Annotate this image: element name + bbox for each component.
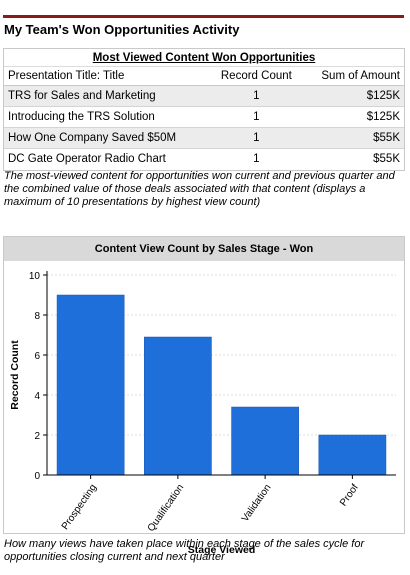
cell-title: DC Gate Operator Radio Chart xyxy=(4,148,211,170)
y-tick-label: 6 xyxy=(34,351,40,362)
report-caption: The most-viewed content for opportunitie… xyxy=(4,170,395,208)
chart-caption: How many views have taken place within e… xyxy=(4,538,365,563)
chart-bars xyxy=(56,294,387,476)
table-row: How One Company Saved $50M 1 $55K xyxy=(4,127,404,149)
title-rule xyxy=(3,15,404,18)
bar-prospecting xyxy=(56,294,125,476)
cell-record-count: 1 xyxy=(210,85,303,107)
chart-panel: Content View Count by Sales Stage - Won … xyxy=(3,236,405,556)
chart-title: Content View Count by Sales Stage - Won xyxy=(4,237,404,261)
page-title: My Team's Won Opportunities Activity xyxy=(4,22,240,37)
cell-amount: $125K xyxy=(302,106,404,128)
cell-record-count: 1 xyxy=(210,106,303,128)
cell-record-count: 1 xyxy=(210,127,303,149)
bar-validation xyxy=(231,406,299,476)
report-table: Presentation Title: Title Record Count S… xyxy=(4,66,404,170)
y-tick-label: 10 xyxy=(29,271,41,282)
x-tick-label: Prospecting xyxy=(60,482,99,532)
cell-amount: $55K xyxy=(302,127,404,149)
y-tick-label: 8 xyxy=(34,311,40,322)
cell-amount: $55K xyxy=(302,148,404,170)
column-header-record-count: Record Count xyxy=(210,66,303,86)
y-tick-label: 0 xyxy=(34,471,40,482)
report-header[interactable]: Most Viewed Content Won Opportunities xyxy=(92,52,316,64)
table-row: TRS for Sales and Marketing 1 $125K xyxy=(4,85,404,107)
report-table-panel: Most Viewed Content Won Opportunities Pr… xyxy=(3,48,405,171)
y-axis-label: Record Count xyxy=(9,340,21,410)
column-header-sum-of-amount: Sum of Amount xyxy=(302,66,404,86)
cell-title: Introducing the TRS Solution xyxy=(4,106,211,128)
cell-record-count: 1 xyxy=(210,148,303,170)
x-tick-label: Qualification xyxy=(146,482,187,533)
table-row: DC Gate Operator Radio Chart 1 $55K xyxy=(4,148,404,170)
table-row: Introducing the TRS Solution 1 $125K xyxy=(4,106,404,128)
cell-amount: $125K xyxy=(302,85,404,107)
bar-qualification xyxy=(144,336,212,476)
y-tick-label: 2 xyxy=(34,431,40,442)
cell-title: TRS for Sales and Marketing xyxy=(4,85,211,107)
bar-chart: 0 2 4 6 8 10 Prospecting Qualification Validatio… xyxy=(9,271,396,556)
x-tick-label: Validation xyxy=(240,482,274,524)
column-header-title: Presentation Title: Title xyxy=(4,66,211,86)
bar-proof xyxy=(318,434,387,476)
cell-title: How One Company Saved $50M xyxy=(4,127,211,149)
x-tick-label: Proof xyxy=(338,482,361,508)
y-tick-label: 4 xyxy=(34,391,40,402)
x-axis-label: Stage Viewed xyxy=(188,544,256,556)
